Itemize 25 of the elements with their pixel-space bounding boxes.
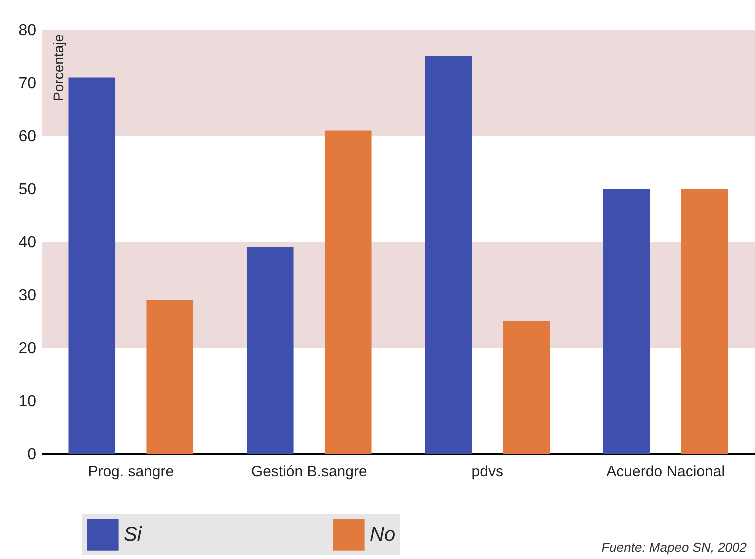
y-tick-label: 60 [18, 128, 37, 146]
y-tick-label: 20 [18, 340, 37, 358]
bar [146, 300, 194, 454]
x-tick-label: Gestión B.sangre [251, 464, 368, 480]
bar [603, 189, 650, 454]
y-tick-label: 0 [28, 446, 37, 464]
legend-label: Si [124, 524, 142, 546]
y-tick-label: 80 [18, 22, 37, 40]
legend-label: No [370, 524, 396, 546]
y-tick-label: 70 [18, 76, 37, 92]
bar [324, 130, 372, 454]
source-note: Fuente: Mapeo SN, 2002 [602, 540, 748, 555]
x-tick-label: Prog. sangre [88, 464, 174, 480]
y-tick-label: 10 [18, 394, 37, 410]
x-tick-label: Acuerdo Nacional [606, 464, 726, 480]
y-tick-label: 30 [18, 288, 37, 304]
bar [246, 247, 294, 454]
x-tick-label: pdvs [472, 464, 504, 480]
bar [425, 56, 472, 454]
bar [503, 322, 550, 454]
y-tick-label: 50 [18, 182, 37, 198]
bar [681, 189, 728, 454]
y-tick-label: 40 [18, 234, 37, 252]
y-axis-title: Porcentaje [50, 34, 66, 102]
bar [68, 78, 116, 454]
